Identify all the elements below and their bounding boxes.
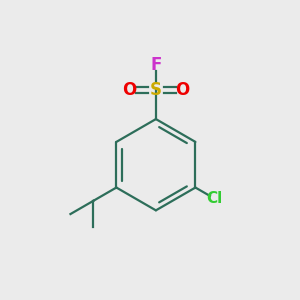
Text: F: F	[150, 56, 162, 74]
Text: O: O	[122, 81, 136, 99]
Text: Cl: Cl	[206, 191, 223, 206]
Text: S: S	[150, 81, 162, 99]
Text: O: O	[175, 81, 190, 99]
